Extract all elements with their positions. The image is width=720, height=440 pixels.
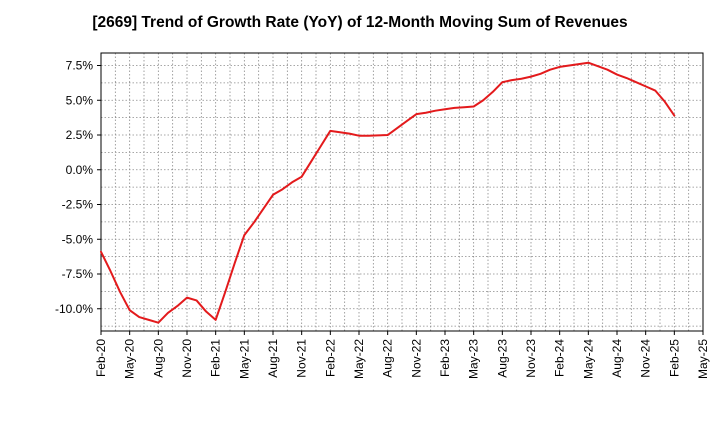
y-tick-label: -10.0% [55,302,93,316]
x-tick-label: Feb-22 [323,339,337,377]
x-tick-label: Aug-24 [610,339,624,378]
x-tick-label: Nov-24 [639,339,653,378]
x-tick-label: Feb-25 [667,339,681,377]
x-tick-label: Aug-22 [381,339,395,378]
x-tick-label: May-24 [581,339,595,379]
series-line [100,61,676,324]
x-tick-label: Nov-20 [180,339,194,378]
x-tick-label: May-21 [237,339,251,379]
x-tick-label: Nov-22 [409,339,423,378]
x-tick-label: Feb-24 [553,339,567,377]
y-tick-label: -5.0% [62,232,94,246]
chart-title: [2669] Trend of Growth Rate (YoY) of 12-… [92,14,628,31]
x-tick-label: May-23 [467,339,481,379]
x-tick-label: Feb-23 [438,339,452,377]
x-tick-label: Aug-20 [151,339,165,378]
y-tick-label: -7.5% [62,267,94,281]
x-tick-label: Feb-20 [94,339,108,377]
y-tick-label: -2.5% [62,198,94,212]
x-tick-label: Aug-21 [266,339,280,378]
x-tick-label: Nov-23 [524,339,538,378]
x-tick-label: Nov-21 [295,339,309,378]
x-tick-label: May-22 [352,339,366,379]
y-tick-label: 2.5% [66,128,94,142]
y-tick-label: 7.5% [66,59,94,73]
x-tick-label: May-25 [696,339,710,379]
y-tick-label: 0.0% [66,163,94,177]
plot-area [101,53,703,331]
y-tick-label: 5.0% [66,93,94,107]
x-tick-label: Feb-21 [209,339,223,377]
plot-border [100,52,704,332]
x-tick-label: Aug-23 [495,339,509,378]
x-tick-label: May-20 [123,339,137,379]
